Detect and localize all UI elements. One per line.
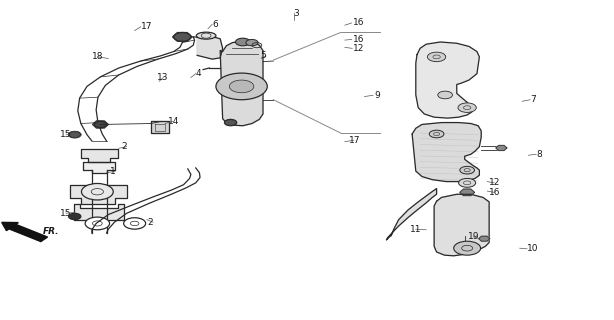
FancyArrow shape [2,222,47,242]
Circle shape [216,73,267,100]
Circle shape [85,217,109,230]
Ellipse shape [196,32,216,39]
Polygon shape [70,185,126,204]
Circle shape [429,130,444,138]
Circle shape [236,38,250,46]
Text: 13: 13 [157,73,169,82]
Circle shape [230,80,254,93]
Polygon shape [74,204,123,220]
Text: 7: 7 [530,95,536,104]
Circle shape [438,91,453,99]
Circle shape [69,213,81,220]
Circle shape [458,103,476,112]
Text: 12: 12 [354,44,365,53]
Circle shape [174,32,191,41]
Text: 15: 15 [60,130,72,139]
Polygon shape [69,132,81,137]
Text: 9: 9 [375,91,380,100]
Text: 11: 11 [410,225,421,234]
Text: 17: 17 [349,136,360,145]
Polygon shape [416,42,480,118]
Polygon shape [151,121,169,133]
Circle shape [82,183,113,200]
Text: 15: 15 [60,209,72,218]
Polygon shape [81,149,117,162]
Text: 16: 16 [489,188,500,197]
Text: 18: 18 [92,52,103,61]
Circle shape [225,119,237,126]
Text: 1: 1 [110,167,116,176]
Circle shape [460,166,475,174]
Text: 14: 14 [168,117,179,126]
Circle shape [459,178,476,187]
Circle shape [69,132,81,138]
Polygon shape [479,236,490,241]
Circle shape [246,39,258,46]
Text: 5: 5 [260,52,266,60]
Polygon shape [173,33,192,41]
Circle shape [123,218,146,229]
Polygon shape [220,41,263,126]
Text: 8: 8 [536,150,542,159]
Text: FR.: FR. [43,227,60,236]
Polygon shape [434,194,489,256]
Text: 12: 12 [489,178,500,187]
Polygon shape [496,146,507,150]
Circle shape [427,52,446,62]
Polygon shape [84,162,115,173]
Polygon shape [412,123,481,181]
Text: 10: 10 [527,244,538,253]
Polygon shape [197,36,223,59]
Text: 6: 6 [212,20,218,29]
Text: 3: 3 [293,9,299,18]
Polygon shape [93,121,108,128]
Text: 16: 16 [353,35,364,44]
Circle shape [454,241,481,255]
Polygon shape [386,188,437,240]
Circle shape [95,121,106,128]
Text: 2: 2 [122,142,128,151]
Text: 19: 19 [468,232,480,241]
Text: 2: 2 [147,218,152,227]
Text: 16: 16 [353,19,364,28]
Polygon shape [460,189,475,196]
Text: 17: 17 [141,22,152,31]
Text: 4: 4 [196,69,201,78]
